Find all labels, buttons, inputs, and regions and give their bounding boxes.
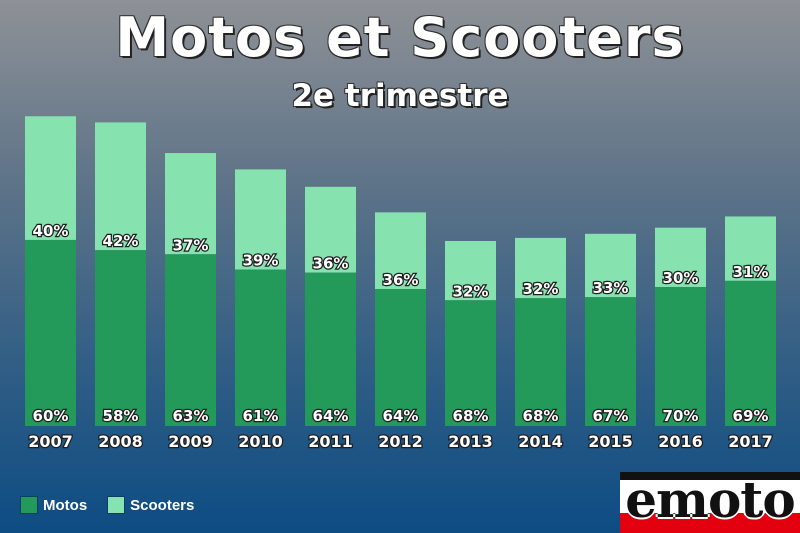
label-motos-2016: 70% [663, 407, 699, 425]
x-tick-2012: 2012 [378, 432, 423, 451]
label-motos-2008: 58% [103, 407, 139, 425]
label-scooters-2008: 42% [103, 232, 139, 250]
bar-motos-2012[interactable] [375, 289, 426, 426]
label-scooters-2015: 33% [593, 279, 629, 297]
label-motos-2014: 68% [523, 407, 559, 425]
label-motos-2015: 67% [593, 407, 629, 425]
bar-motos-2014[interactable] [515, 298, 566, 426]
label-motos-2007: 60% [33, 407, 69, 425]
label-scooters-2010: 39% [243, 252, 279, 270]
x-tick-2011: 2011 [308, 432, 353, 451]
x-tick-2014: 2014 [518, 432, 563, 451]
label-scooters-2017: 31% [733, 263, 769, 281]
bar-motos-2015[interactable] [585, 297, 636, 426]
x-tick-2013: 2013 [448, 432, 493, 451]
legend: Motos Scooters [20, 496, 214, 514]
x-tick-2007: 2007 [28, 432, 73, 451]
bar-scooters-2007[interactable] [25, 116, 76, 240]
x-tick-2015: 2015 [588, 432, 633, 451]
bar-motos-2011[interactable] [305, 272, 356, 426]
x-tick-2008: 2008 [98, 432, 143, 451]
legend-label-scooters: Scooters [130, 496, 195, 514]
label-scooters-2014: 32% [523, 280, 559, 298]
bar-motos-2013[interactable] [445, 300, 496, 426]
x-tick-2016: 2016 [658, 432, 703, 451]
logo-top-band [620, 472, 800, 480]
x-tick-2010: 2010 [238, 432, 283, 451]
bar-motos-2009[interactable] [165, 254, 216, 426]
bar-motos-2010[interactable] [235, 269, 286, 426]
label-scooters-2013: 32% [453, 282, 489, 300]
legend-item-motos[interactable]: Motos [20, 496, 87, 514]
x-tick-2017: 2017 [728, 432, 773, 451]
bar-scooters-2010[interactable] [235, 169, 286, 270]
bar-motos-2007[interactable] [25, 239, 76, 426]
logo-red-band [620, 513, 800, 533]
bar-scooters-2009[interactable] [165, 153, 216, 255]
chart-title: Motos et Scooters [115, 6, 685, 69]
bar-scooters-2013[interactable] [445, 240, 496, 301]
legend-swatch-scooters [107, 496, 126, 514]
bar-scooters-2016[interactable] [655, 227, 706, 287]
label-scooters-2009: 37% [173, 236, 209, 254]
x-tick-2009: 2009 [168, 432, 213, 451]
legend-item-scooters[interactable]: Scooters [107, 496, 194, 514]
bar-scooters-2014[interactable] [515, 237, 566, 299]
chart-subtitle: 2e trimestre [291, 78, 509, 114]
legend-swatch-motos [20, 496, 38, 514]
bar-motos-2016[interactable] [655, 286, 706, 426]
label-scooters-2016: 30% [663, 269, 699, 287]
bar-scooters-2015[interactable] [585, 233, 636, 298]
label-motos-2013: 68% [453, 407, 489, 425]
bar-motos-2017[interactable] [725, 280, 776, 426]
label-motos-2012: 64% [383, 407, 419, 425]
label-scooters-2012: 36% [383, 271, 419, 289]
label-scooters-2007: 40% [33, 222, 69, 240]
label-motos-2011: 64% [313, 407, 349, 425]
bar-scooters-2012[interactable] [375, 212, 426, 290]
label-motos-2009: 63% [173, 407, 209, 425]
emoto-logo[interactable]: emoto [620, 472, 800, 533]
bar-scooters-2017[interactable] [725, 216, 776, 281]
label-scooters-2011: 36% [313, 255, 349, 273]
legend-label-motos: Motos [43, 496, 88, 514]
logo-text: emoto [625, 472, 796, 529]
label-motos-2010: 61% [243, 407, 279, 425]
bar-motos-2008[interactable] [95, 250, 146, 426]
bar-scooters-2008[interactable] [95, 122, 146, 251]
bar-scooters-2011[interactable] [305, 186, 356, 273]
label-motos-2017: 69% [733, 407, 769, 425]
